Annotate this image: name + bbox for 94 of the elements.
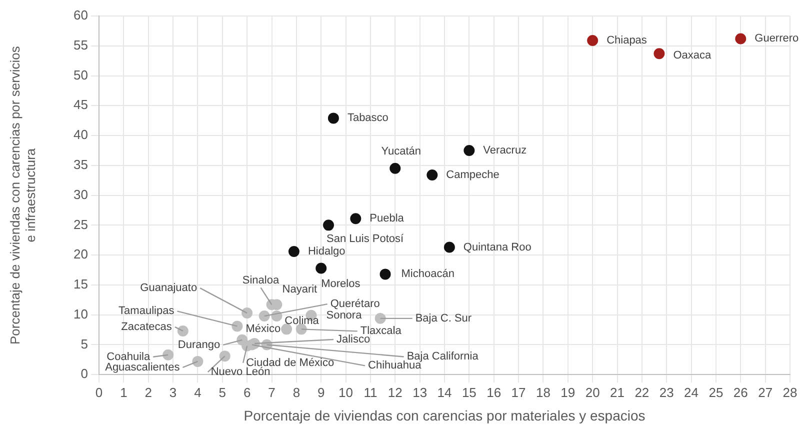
- annotation: Oaxaca: [673, 50, 712, 62]
- x-tick-label: 14: [437, 384, 452, 400]
- y-tick-label: 40: [74, 127, 88, 142]
- annotation: Yucatán: [381, 145, 422, 158]
- x-tick-label: 16: [486, 384, 502, 400]
- point: [219, 350, 230, 362]
- annotation: Guerrero: [754, 32, 799, 45]
- y-tick-label: 50: [74, 67, 88, 82]
- point: [323, 220, 334, 231]
- y-tick-label: 55: [74, 37, 88, 52]
- annotation: Aguascalientes: [105, 361, 180, 374]
- point: [242, 308, 253, 319]
- y-tick-label: 25: [74, 216, 88, 232]
- y-tick-label: 10: [74, 306, 88, 322]
- x-tick-label: 12: [388, 384, 402, 400]
- annotation: Nuevo León: [210, 366, 270, 378]
- x-tick-label: 27: [758, 384, 773, 400]
- annotation: Querétaro: [330, 298, 380, 310]
- x-tick-label: 19: [560, 384, 576, 400]
- annotation: Puebla: [370, 212, 405, 225]
- point: [426, 169, 438, 180]
- x-tick-label: 18: [536, 384, 550, 400]
- y-tick-label: 60: [74, 8, 88, 23]
- point: [328, 112, 339, 124]
- annotation: Durango: [178, 338, 220, 351]
- point: [380, 268, 391, 280]
- point: [464, 144, 475, 156]
- annotation: Quintana Roo: [463, 241, 532, 254]
- point: [374, 312, 386, 324]
- y-tick-label: 20: [74, 246, 88, 262]
- x-tick-label: 28: [782, 384, 798, 400]
- annotation: Tabasco: [347, 112, 388, 124]
- point: [654, 48, 665, 60]
- annotation: Coahuila: [106, 350, 151, 363]
- point: [258, 310, 270, 322]
- annotation: Morelos: [321, 278, 361, 290]
- annotation: Guanajuato: [140, 282, 198, 294]
- y-tick-label: 30: [74, 186, 88, 202]
- point: [316, 262, 327, 274]
- annotation: Michoacán: [401, 268, 454, 280]
- x-tick-label: 8: [292, 384, 300, 400]
- annotation: Campeche: [446, 169, 500, 182]
- point: [192, 356, 204, 367]
- x-tick-label: 17: [511, 384, 526, 400]
- point: [232, 320, 243, 332]
- y-tick-label: 35: [74, 156, 88, 172]
- x-tick-label: 3: [169, 384, 177, 400]
- x-tick-label: 6: [243, 384, 251, 400]
- x-tick-label: 11: [364, 384, 378, 400]
- x-tick-label: 13: [412, 384, 428, 400]
- point: [296, 324, 307, 335]
- point: [390, 162, 401, 174]
- annotation: Chiapas: [606, 34, 648, 47]
- point: [444, 242, 455, 253]
- x-tick-label: 2: [144, 384, 152, 400]
- point: [281, 324, 292, 335]
- annotation: Sinaloa: [242, 274, 280, 287]
- y-tick-label: 45: [74, 97, 88, 112]
- point: [587, 35, 598, 46]
- point: [735, 33, 746, 44]
- annotation: Zacatecas: [121, 321, 172, 333]
- annotation: México: [246, 323, 281, 336]
- x-tick-label: 15: [462, 384, 476, 400]
- x-tick-label: 24: [684, 384, 699, 400]
- x-tick-label: 10: [338, 384, 354, 400]
- x-tick-label: 21: [610, 384, 624, 400]
- annotation: Colima: [284, 315, 320, 328]
- x-tick-label: 4: [194, 384, 202, 400]
- annotation: Sonora: [326, 309, 363, 322]
- x-tick-label: 23: [659, 384, 674, 400]
- annotation: Nayarit: [282, 284, 318, 296]
- x-axis-title: Porcentaje de viviendas con carencias por materiales y espacios: [244, 407, 646, 424]
- x-tick-label: 26: [733, 384, 748, 400]
- point: [177, 325, 188, 336]
- point: [288, 246, 300, 257]
- annotation: Veracruz: [483, 144, 527, 157]
- x-tick-label: 0: [95, 384, 103, 400]
- y-tick-label: 0: [80, 366, 88, 382]
- annotation: Tamaulipas: [118, 305, 175, 318]
- x-tick-label: 20: [585, 384, 600, 400]
- point: [350, 213, 362, 224]
- y-tick-label: 5: [80, 336, 88, 352]
- annotation: San Luis Potosí: [326, 233, 405, 246]
- x-tick-label: 5: [218, 384, 226, 400]
- point: [162, 349, 174, 360]
- x-tick-label: 1: [120, 384, 128, 400]
- x-tick-label: 25: [708, 384, 724, 400]
- annotation: Baja C. Sur: [415, 312, 472, 324]
- y-tick-label: 15: [74, 276, 88, 292]
- x-tick-label: 9: [317, 384, 325, 400]
- annotation: Hidalgo: [308, 246, 346, 258]
- y-axis-title: Porcentaje de viviendas con carencias por servicios e infraestructura: [7, 46, 38, 345]
- x-tick-label: 22: [634, 384, 650, 400]
- x-tick-label: 7: [268, 384, 276, 400]
